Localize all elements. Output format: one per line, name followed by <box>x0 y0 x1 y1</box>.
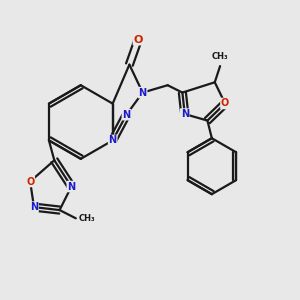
Text: CH₃: CH₃ <box>212 52 228 61</box>
Text: CH₃: CH₃ <box>78 214 95 223</box>
Text: N: N <box>139 88 147 98</box>
Text: O: O <box>134 34 143 45</box>
Text: N: N <box>67 182 75 191</box>
Text: N: N <box>30 202 38 212</box>
Text: O: O <box>221 98 229 109</box>
Text: N: N <box>122 110 130 120</box>
Text: N: N <box>181 109 189 119</box>
Text: N: N <box>109 135 117 146</box>
Text: O: O <box>26 176 34 187</box>
